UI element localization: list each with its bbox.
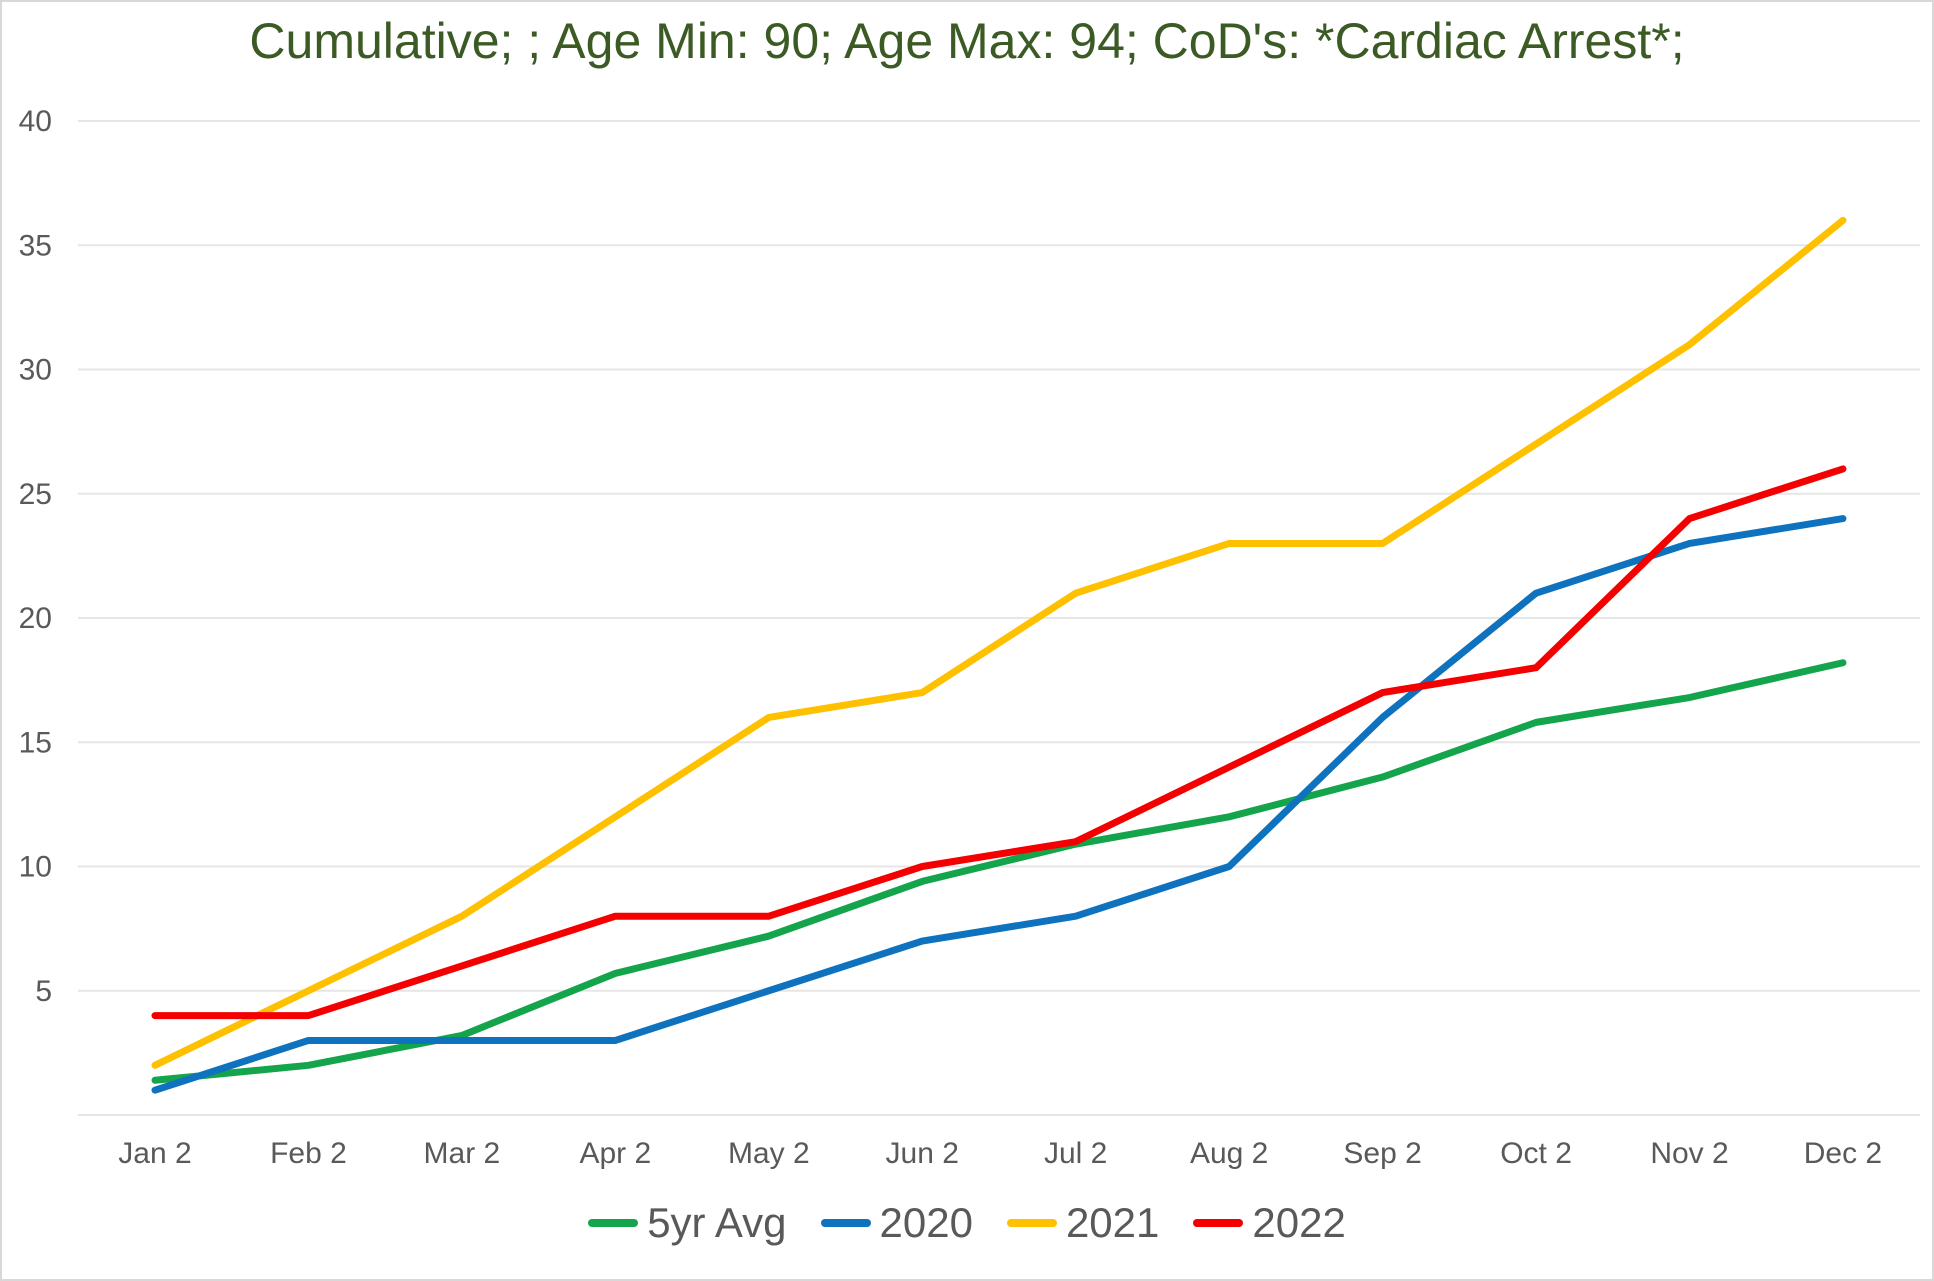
y-axis-tick-label: 10	[19, 851, 52, 884]
legend-item-label: 2021	[1065, 1199, 1160, 1246]
y-axis-tick-label: 35	[19, 229, 52, 262]
y-axis-tick-label: 30	[19, 354, 52, 387]
legend-swatch-icon	[588, 1219, 639, 1227]
legend-swatch-icon	[1193, 1219, 1244, 1227]
series-line-5yr-avg	[151, 659, 1847, 1084]
x-axis-tick-label: Jun 2	[886, 1137, 959, 1170]
y-axis-tick-label: 5	[35, 975, 52, 1008]
legend-item-2020[interactable]: 2020	[820, 1199, 973, 1246]
series-line-2020	[151, 515, 1847, 1094]
x-axis-tick-label: Oct 2	[1500, 1137, 1572, 1170]
x-axis-tick-label: Jul 2	[1044, 1137, 1107, 1170]
legend-swatch-icon	[1006, 1219, 1057, 1227]
x-axis-tick-label: May 2	[728, 1137, 810, 1170]
y-axis-tick-label: 40	[19, 105, 52, 138]
x-axis-tick-label: Feb 2	[270, 1137, 347, 1170]
x-axis-tick-label: Aug 2	[1190, 1137, 1268, 1170]
legend-item-label: 5yr Avg	[647, 1199, 787, 1246]
legend-swatch-icon	[820, 1219, 871, 1227]
x-axis-tick-label: Mar 2	[424, 1137, 501, 1170]
y-axis-tick-label: 25	[19, 478, 52, 511]
x-axis-tick-label: Dec 2	[1804, 1137, 1882, 1170]
x-axis-tick-label: Apr 2	[579, 1137, 651, 1170]
series-line-2022	[151, 465, 1847, 1020]
legend-item-label: 2022	[1252, 1199, 1346, 1246]
legend-item-label: 2020	[879, 1199, 973, 1246]
chart-legend: 5yr Avg 2020 2021 2022	[2, 1202, 1932, 1244]
y-axis-tick-label: 15	[19, 726, 52, 759]
legend-item-2021[interactable]: 2021	[1006, 1199, 1160, 1246]
chart-title: Cumulative; ; Age Min: 90; Age Max: 94; …	[249, 13, 1685, 69]
x-axis-tick-label: Jan 2	[118, 1137, 191, 1170]
legend-item-5yr-avg[interactable]: 5yr Avg	[588, 1199, 787, 1246]
y-axis-tick-label: 20	[19, 602, 52, 635]
series-line-2021	[151, 216, 1847, 1069]
x-axis-tick-label: Sep 2	[1343, 1137, 1421, 1170]
legend-item-2022[interactable]: 2022	[1193, 1199, 1346, 1246]
x-axis-tick-label: Nov 2	[1650, 1137, 1728, 1170]
